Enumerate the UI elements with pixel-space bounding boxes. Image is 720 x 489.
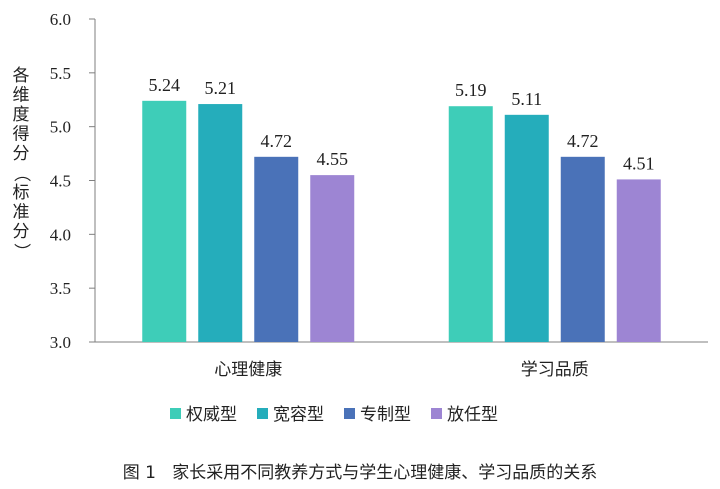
legend-swatch: [170, 408, 181, 419]
x-category-label: 心理健康: [214, 360, 282, 380]
y-tick-label: 6.0: [50, 10, 71, 29]
data-label: 4.55: [317, 149, 349, 169]
data-label: 4.72: [261, 131, 293, 151]
x-category-label: 学习品质: [521, 360, 589, 380]
bar: [198, 104, 243, 342]
bar: [448, 106, 493, 343]
bar: [254, 156, 299, 342]
y-axis-label-char: （: [11, 165, 31, 182]
y-axis-label-char: 维: [13, 86, 30, 106]
legend-label: 放任型: [447, 405, 498, 425]
legend-label: 宽容型: [273, 405, 324, 425]
figure-caption: 图 1 家长采用不同教养方式与学生心理健康、学习品质的关系: [122, 463, 598, 483]
y-axis-label-char: 度: [13, 105, 30, 125]
y-axis-label-char: ）: [11, 243, 31, 260]
y-tick-label: 3.5: [50, 279, 71, 298]
bar: [560, 156, 605, 342]
y-axis-label-char: 分: [13, 222, 30, 242]
y-axis-label-char: 各: [13, 66, 30, 86]
data-label: 4.72: [567, 131, 599, 151]
y-tick-label: 4.5: [50, 172, 71, 191]
data-label: 5.21: [205, 78, 237, 98]
y-tick-label: 3.0: [50, 333, 71, 352]
bar: [504, 114, 549, 342]
y-tick-label: 4.0: [50, 225, 71, 244]
data-label: 5.24: [149, 75, 181, 95]
data-label: 5.19: [455, 80, 487, 100]
legend-swatch: [257, 408, 268, 419]
legend-label: 专制型: [360, 405, 411, 425]
data-label: 5.11: [511, 89, 542, 109]
y-tick-label: 5.5: [50, 64, 71, 83]
y-axis-label-char: 准: [13, 203, 30, 223]
data-label: 4.51: [623, 153, 655, 173]
legend-swatch: [344, 408, 355, 419]
y-axis-label-char: 得: [13, 125, 30, 145]
y-axis-label-char: 标: [13, 183, 30, 203]
y-axis-label-char: 分: [13, 144, 30, 164]
legend-label: 权威型: [186, 405, 237, 425]
bar: [616, 179, 661, 342]
bar: [142, 100, 187, 343]
bar: [310, 175, 355, 342]
legend-swatch: [431, 408, 442, 419]
y-tick-label: 5.0: [50, 118, 71, 137]
